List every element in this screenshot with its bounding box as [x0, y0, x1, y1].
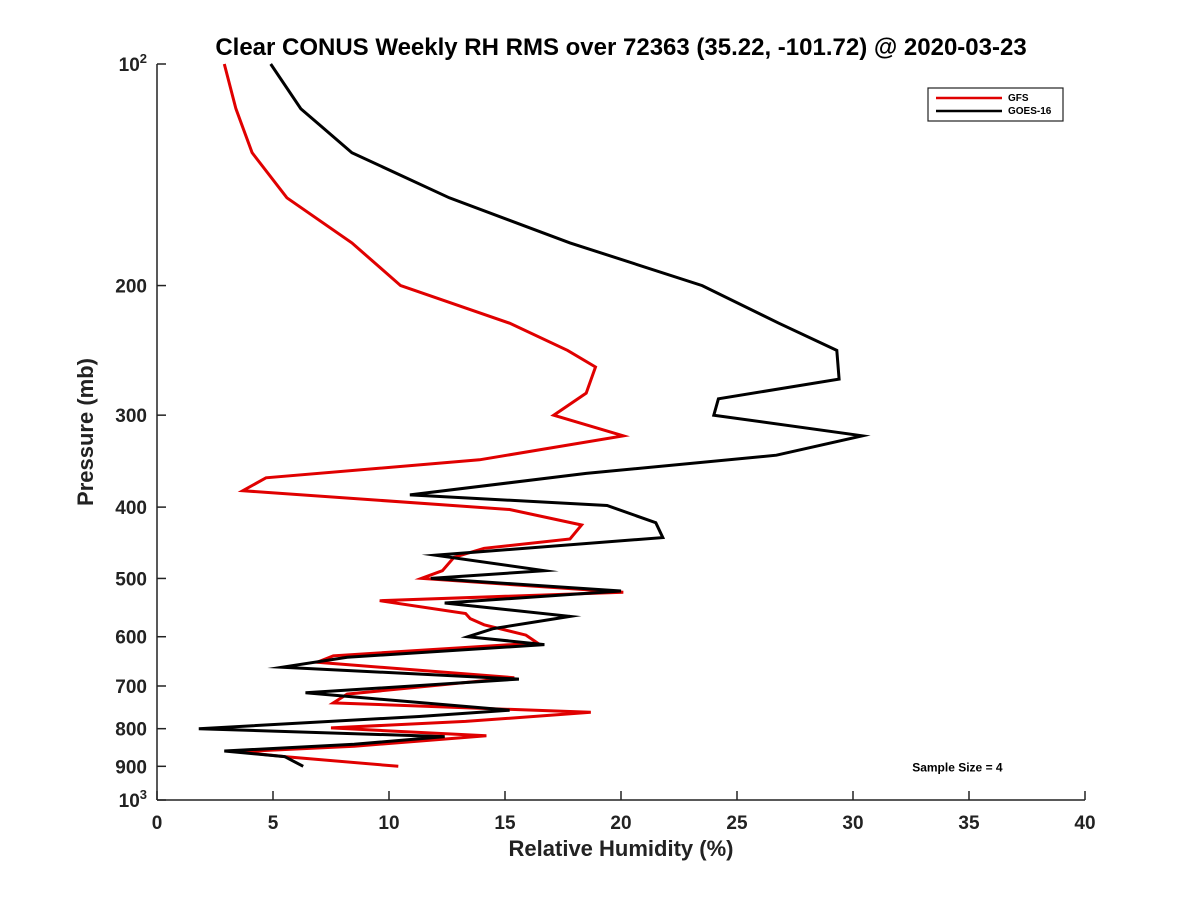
- y-tick-label-1000: 103: [119, 787, 147, 812]
- x-tick-label-30: 30: [842, 813, 863, 834]
- y-ticks: 102 200 300 400 500 600 700 800 900 103: [115, 51, 166, 812]
- x-tick-label-35: 35: [958, 813, 980, 834]
- y-tick-label-300: 300: [115, 406, 147, 427]
- y-tick-label-500: 500: [115, 569, 147, 590]
- x-axis-label: Relative Humidity (%): [509, 836, 734, 861]
- series-line-goes-16: [198, 63, 871, 768]
- x-tick-label-0: 0: [152, 813, 163, 834]
- legend-label-gfs: GFS: [1008, 93, 1029, 104]
- legend-box: [927, 87, 1064, 122]
- y-tick-label-900: 900: [115, 757, 147, 778]
- plot-area: [156, 64, 1085, 801]
- x-tick-label-10: 10: [378, 813, 399, 834]
- y-tick-label-100: 102: [119, 51, 147, 76]
- y-tick-label-800: 800: [115, 720, 147, 741]
- y-axis-label: Pressure (mb): [73, 358, 98, 506]
- x-tick-label-25: 25: [726, 813, 748, 834]
- y-tick-label-700: 700: [115, 677, 147, 698]
- sample-size-annotation: Sample Size = 4: [912, 760, 1003, 774]
- series-line-gfs: [222, 63, 630, 768]
- y-tick-label-600: 600: [115, 628, 147, 649]
- x-tick-label-5: 5: [268, 813, 279, 834]
- chart-title: Clear CONUS Weekly RH RMS over 72363 (35…: [215, 34, 1026, 61]
- y-tick-label-400: 400: [115, 498, 147, 519]
- x-tick-label-20: 20: [610, 813, 631, 834]
- legend: GFS GOES-16: [927, 87, 1064, 122]
- legend-label-goes-16: GOES-16: [1008, 106, 1052, 117]
- x-ticks: 0 5 10 15 20 25 30 35 40: [152, 791, 1096, 834]
- x-tick-label-40: 40: [1074, 813, 1095, 834]
- x-tick-label-15: 15: [494, 813, 516, 834]
- series-group: [198, 63, 871, 768]
- y-tick-label-200: 200: [115, 277, 147, 298]
